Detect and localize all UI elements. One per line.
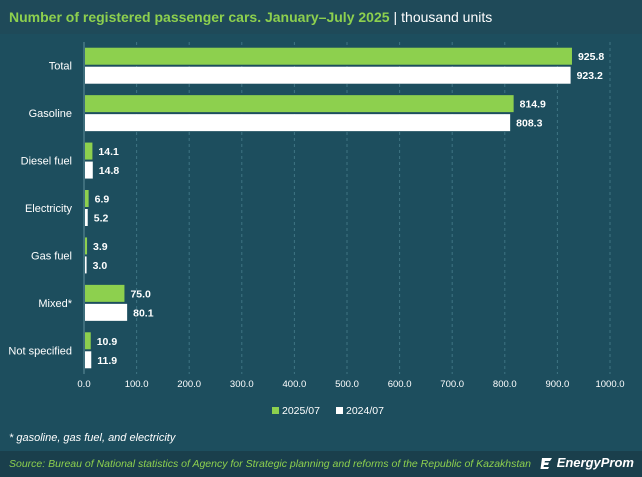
data-label: 923.2 bbox=[577, 70, 603, 82]
x-tick-label: 1000.0 bbox=[595, 379, 624, 390]
x-tick-label: 0.0 bbox=[77, 379, 90, 390]
data-label: 3.0 bbox=[93, 260, 108, 272]
bar-2025-07 bbox=[85, 47, 572, 65]
category-label: Diesel fuel bbox=[21, 156, 72, 168]
data-label: 10.9 bbox=[97, 336, 118, 348]
bar-chart: 0.0 100.0 200.0 300.0 400.0 500.0 600.0 700.0 80… bbox=[8, 42, 625, 417]
category-label: Electricity bbox=[25, 203, 73, 215]
bar-2025-07 bbox=[85, 284, 125, 302]
x-tick-label: 500.0 bbox=[335, 379, 359, 390]
x-tick-label: 900.0 bbox=[546, 379, 570, 390]
title-main: Number of registered passenger cars. Jan… bbox=[9, 9, 390, 25]
data-label: 6.9 bbox=[95, 194, 110, 206]
footnote: * gasoline, gas fuel, and electricity bbox=[9, 432, 176, 444]
bar-2024-07 bbox=[85, 303, 128, 321]
title-separator: | bbox=[393, 9, 398, 25]
brand-logo: EnergyProm bbox=[540, 455, 634, 470]
data-label: 14.8 bbox=[99, 165, 120, 177]
data-label: 3.9 bbox=[93, 241, 108, 253]
x-tick-label: 100.0 bbox=[125, 379, 149, 390]
header-bar: Number of registered passenger cars. Jan… bbox=[0, 0, 642, 34]
x-tick-label: 200.0 bbox=[177, 379, 201, 390]
x-tick-label: 800.0 bbox=[493, 379, 517, 390]
title-unit: thousand units bbox=[401, 9, 493, 25]
data-label: 80.1 bbox=[133, 307, 154, 319]
brand-name: EnergyProm bbox=[556, 455, 634, 470]
energyprom-logo-icon bbox=[540, 457, 552, 469]
data-label: 814.9 bbox=[520, 99, 546, 111]
bar-2025-07 bbox=[85, 190, 89, 207]
data-label: 808.3 bbox=[516, 118, 542, 130]
category-label: Gas fuel bbox=[31, 250, 72, 262]
data-label: 75.0 bbox=[130, 288, 151, 300]
data-label: 925.8 bbox=[578, 51, 604, 63]
bar-2024-07 bbox=[85, 256, 87, 274]
legend-swatch bbox=[336, 407, 343, 414]
category-label: Mixed* bbox=[38, 298, 72, 310]
bar-2024-07 bbox=[85, 114, 511, 132]
bar-2025-07 bbox=[85, 332, 91, 350]
bar-2024-07 bbox=[85, 161, 93, 179]
bar-2024-07 bbox=[85, 351, 92, 369]
x-tick-label: 700.0 bbox=[440, 379, 464, 390]
bar-2025-07 bbox=[85, 95, 514, 113]
data-label: 11.9 bbox=[97, 355, 117, 367]
legend-swatch bbox=[272, 407, 279, 414]
legend-label: 2024/07 bbox=[346, 405, 384, 417]
bar-2024-07 bbox=[85, 209, 88, 226]
category-label: Total bbox=[49, 61, 72, 73]
category-label: Gasoline bbox=[29, 108, 72, 120]
x-tick-label: 600.0 bbox=[388, 379, 412, 390]
bar-2024-07 bbox=[85, 66, 571, 84]
x-tick-label: 400.0 bbox=[283, 379, 307, 390]
legend-label: 2025/07 bbox=[282, 405, 320, 417]
bar-2025-07 bbox=[85, 142, 93, 160]
category-label: Not specified bbox=[8, 345, 72, 357]
bar-2025-07 bbox=[85, 237, 88, 255]
data-label: 5.2 bbox=[94, 213, 109, 225]
chart-title: Number of registered passenger cars. Jan… bbox=[9, 9, 492, 25]
data-label: 14.1 bbox=[98, 146, 119, 158]
source-note: Source: Bureau of National statistics of… bbox=[9, 458, 531, 470]
footer-bar: Source: Bureau of National statistics of… bbox=[0, 451, 642, 477]
x-tick-label: 300.0 bbox=[230, 379, 254, 390]
